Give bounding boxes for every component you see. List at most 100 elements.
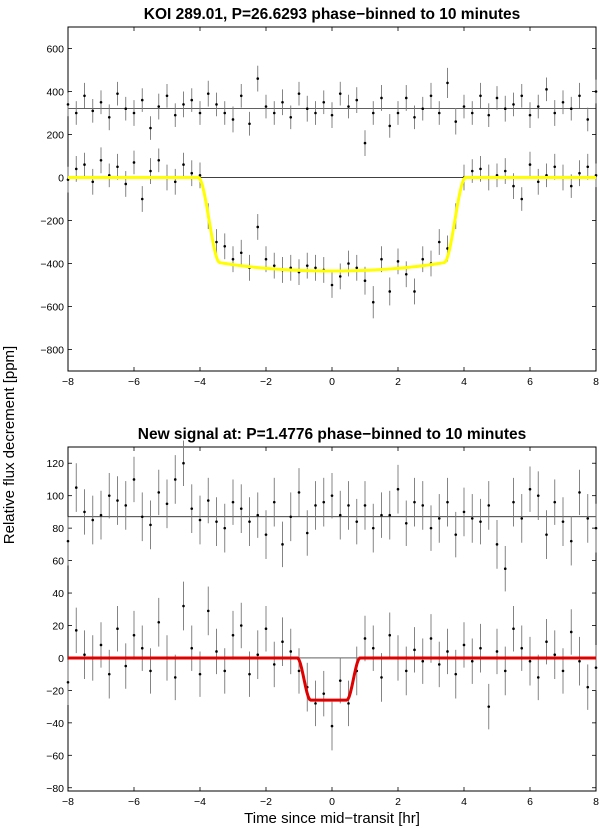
data-point bbox=[363, 637, 367, 640]
data-point bbox=[594, 90, 598, 93]
y-tick-label: 80 bbox=[52, 523, 64, 535]
data-point bbox=[545, 88, 548, 91]
data-point bbox=[454, 672, 458, 676]
data-point bbox=[149, 523, 152, 527]
data-point bbox=[198, 672, 202, 676]
data-point bbox=[264, 627, 268, 631]
data-point bbox=[239, 251, 243, 255]
data-point bbox=[487, 504, 491, 507]
data-point bbox=[330, 724, 334, 728]
data-point bbox=[190, 98, 194, 102]
data-point bbox=[140, 515, 144, 519]
data-point bbox=[470, 111, 474, 115]
data-point bbox=[314, 504, 317, 507]
data-point bbox=[132, 111, 136, 115]
data-point bbox=[528, 163, 532, 166]
data-point bbox=[503, 567, 507, 570]
data-point bbox=[462, 105, 466, 108]
data-point bbox=[569, 107, 573, 110]
data-point bbox=[272, 500, 276, 504]
data-point bbox=[149, 126, 152, 130]
data-point bbox=[446, 81, 449, 85]
data-point bbox=[545, 640, 548, 644]
data-point bbox=[380, 513, 383, 517]
data-point bbox=[182, 461, 185, 465]
data-point bbox=[594, 526, 598, 530]
x-tick-label: −4 bbox=[194, 796, 206, 808]
data-point bbox=[413, 500, 416, 504]
x-tick-label: −4 bbox=[194, 376, 206, 388]
x-tick-label: −8 bbox=[62, 796, 74, 808]
data-point bbox=[520, 517, 524, 520]
data-point bbox=[272, 663, 276, 666]
data-point bbox=[371, 646, 375, 650]
data-point bbox=[437, 240, 441, 244]
data-point bbox=[190, 171, 194, 175]
data-point bbox=[215, 103, 218, 106]
data-point bbox=[462, 510, 466, 514]
data-point bbox=[553, 111, 557, 115]
data-point bbox=[495, 543, 499, 546]
data-point bbox=[512, 103, 515, 106]
data-point bbox=[536, 105, 540, 108]
data-point bbox=[239, 94, 243, 98]
data-point bbox=[388, 513, 392, 517]
data-point bbox=[66, 680, 70, 684]
x-tick-label: −6 bbox=[128, 796, 140, 808]
data-point bbox=[91, 180, 95, 184]
y-tick-label: 600 bbox=[46, 44, 64, 56]
y-tick-label: −20 bbox=[46, 685, 64, 697]
x-tick-label: 4 bbox=[461, 796, 467, 808]
data-point bbox=[503, 169, 507, 173]
data-point bbox=[157, 620, 161, 624]
data-point bbox=[272, 111, 276, 115]
bottom-panel: New signal at: P=1.4776 phase−binned to … bbox=[46, 426, 599, 808]
data-point bbox=[248, 520, 251, 523]
data-point bbox=[536, 676, 540, 679]
model-curve bbox=[67, 176, 597, 273]
data-point bbox=[586, 118, 590, 121]
data-point bbox=[165, 94, 169, 98]
data-point bbox=[380, 96, 383, 100]
data-point bbox=[479, 94, 482, 98]
y-tick-label: 100 bbox=[46, 491, 64, 503]
data-point bbox=[404, 521, 408, 525]
data-point bbox=[528, 487, 532, 491]
data-point bbox=[371, 111, 375, 115]
data-point bbox=[487, 705, 491, 708]
data-point bbox=[569, 184, 573, 188]
data-point bbox=[198, 174, 202, 177]
data-point bbox=[470, 659, 474, 663]
data-point bbox=[140, 197, 144, 201]
y-tick-label: −400 bbox=[40, 259, 64, 271]
data-point bbox=[338, 513, 342, 517]
data-point bbox=[363, 504, 367, 507]
data-point bbox=[66, 103, 70, 106]
data-point bbox=[388, 633, 392, 637]
data-point bbox=[371, 300, 375, 304]
data-point bbox=[545, 533, 548, 536]
data-point bbox=[173, 180, 177, 184]
data-point bbox=[553, 500, 557, 504]
data-point bbox=[520, 94, 524, 98]
y-tick-label: 400 bbox=[46, 87, 64, 99]
data-point bbox=[74, 111, 78, 115]
data-point bbox=[99, 100, 103, 104]
y-tick-label: 200 bbox=[46, 130, 64, 142]
data-point bbox=[338, 275, 342, 278]
data-point bbox=[206, 92, 210, 95]
axes-frame bbox=[67, 26, 597, 372]
data-point bbox=[512, 184, 515, 188]
data-point bbox=[173, 113, 177, 117]
data-point bbox=[338, 92, 342, 95]
data-point bbox=[561, 520, 565, 523]
data-point bbox=[190, 646, 194, 650]
data-point bbox=[404, 272, 408, 276]
data-point bbox=[594, 666, 598, 669]
data-point bbox=[586, 685, 590, 689]
data-point bbox=[347, 504, 350, 507]
y-tick-label: −600 bbox=[40, 302, 64, 314]
data-point bbox=[74, 167, 78, 171]
data-point bbox=[503, 107, 507, 110]
x-tick-label: 8 bbox=[593, 376, 599, 388]
